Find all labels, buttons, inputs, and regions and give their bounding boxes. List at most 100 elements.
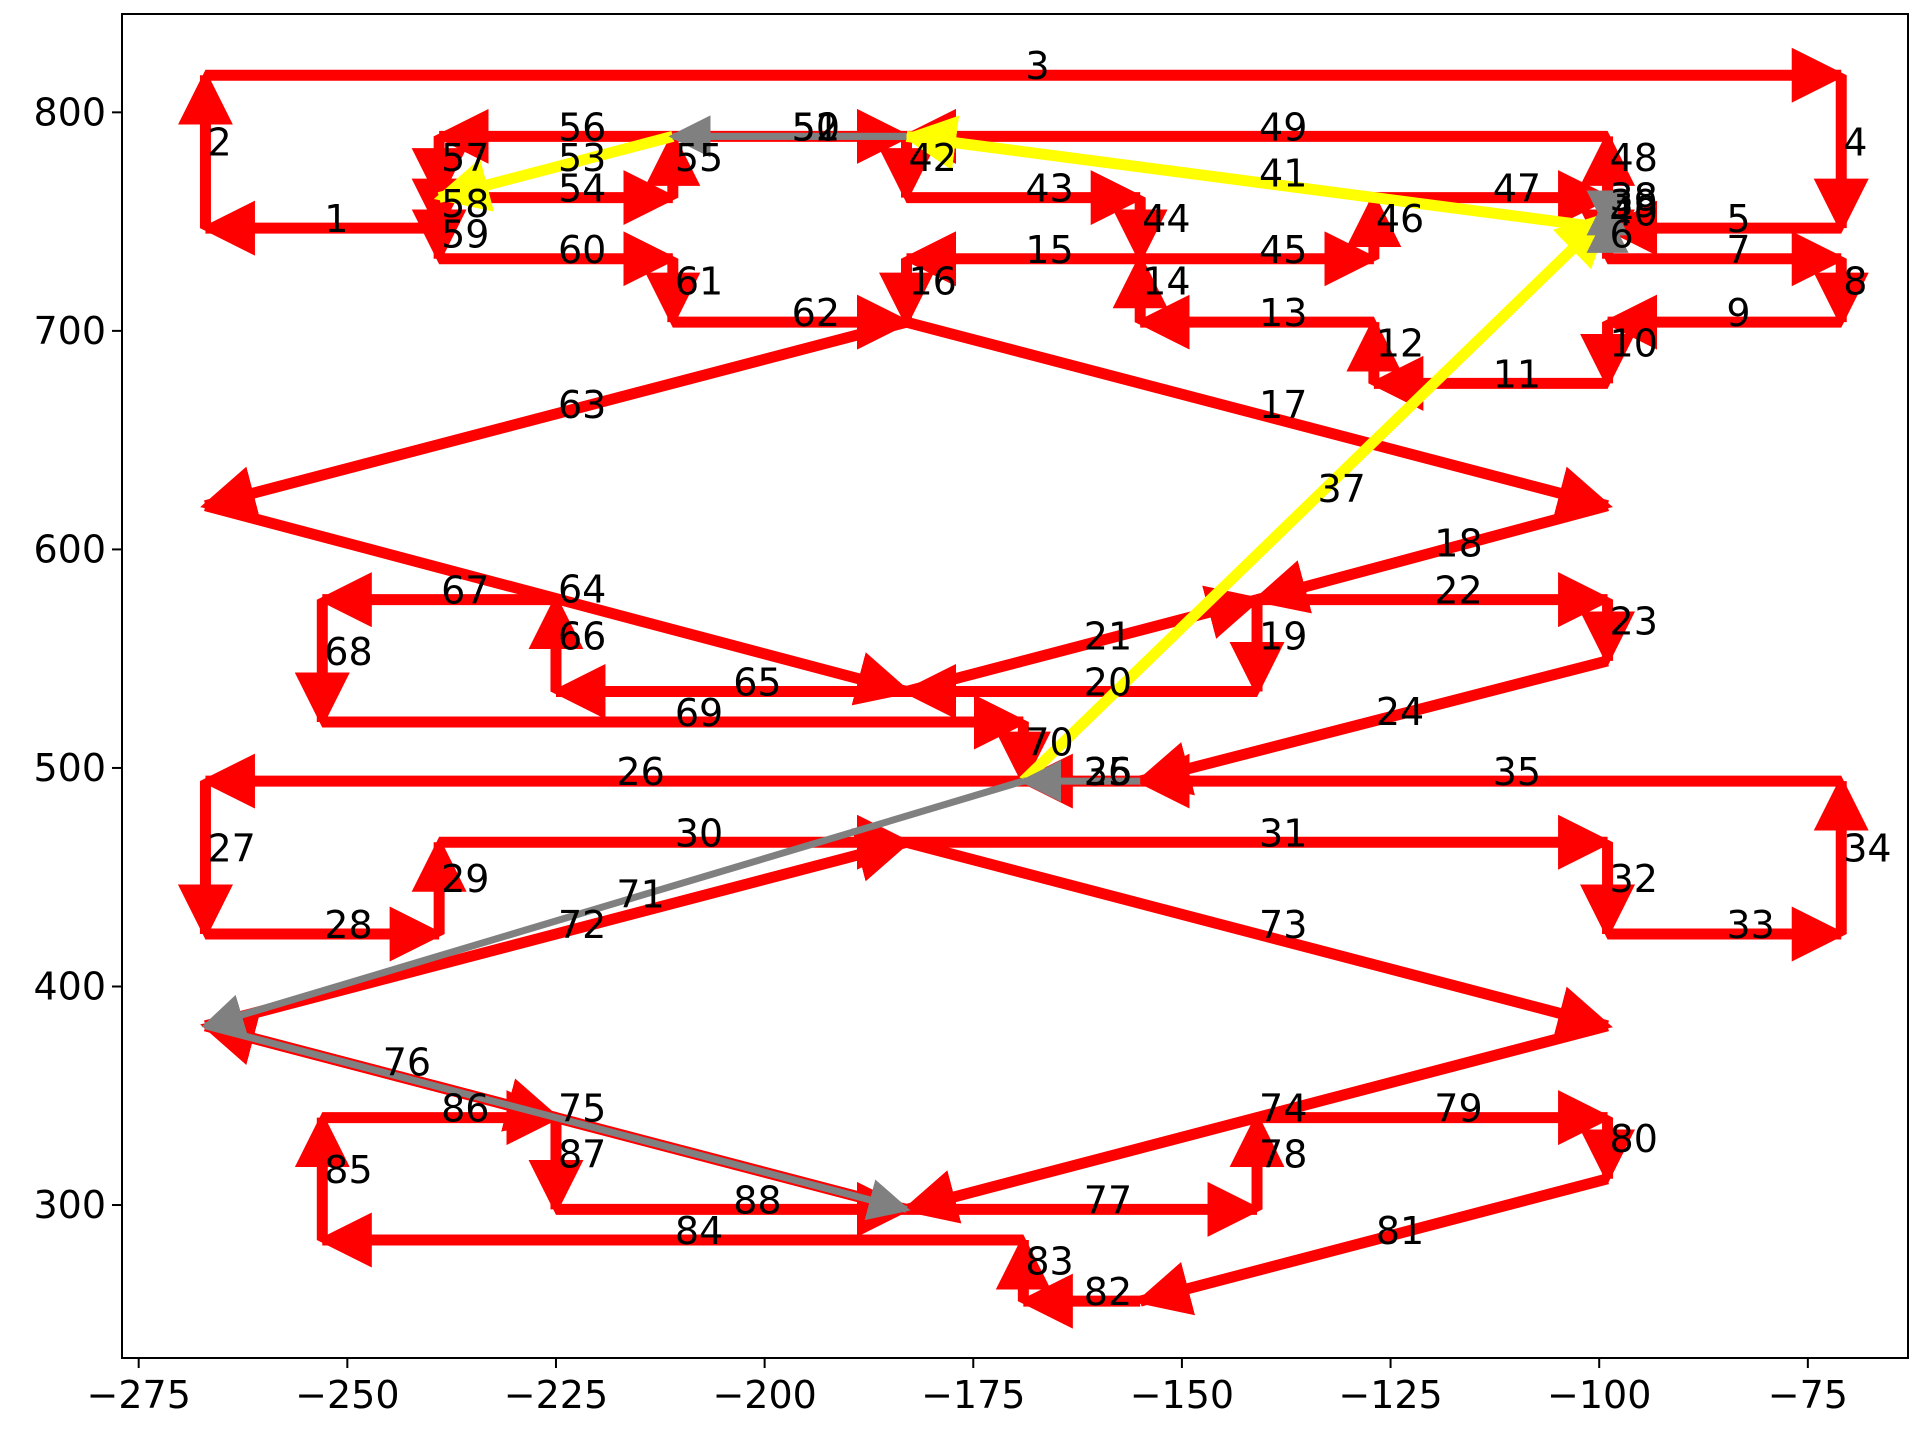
segment-label-45: 45 [1259,228,1307,272]
segment-label-41: 41 [1259,151,1307,195]
segment-label-59: 59 [441,212,489,256]
segment-label-15: 15 [1025,228,1073,272]
segment-label-23: 23 [1610,599,1658,643]
segment-label-5: 5 [1726,197,1750,241]
segment-label-61: 61 [675,259,723,303]
segment-label-65: 65 [733,660,781,704]
segments-layer [177,47,1869,1329]
x-tick-label: −200 [712,1373,816,1417]
segment-label-48: 48 [1610,136,1658,180]
segment-arrow-73 [905,836,1613,1040]
segment-label-69: 69 [675,691,723,735]
segment-label-39: 39 [1610,182,1658,226]
segment-label-87: 87 [558,1133,606,1177]
x-tick-label: −150 [1130,1373,1234,1417]
segment-label-4: 4 [1843,121,1867,165]
segment-label-70: 70 [1025,721,1073,765]
segment-arrow-24 [1134,655,1609,796]
segment-label-3: 3 [1025,44,1049,88]
segment-arrow-53 [433,131,675,212]
segment-arrow-41 [901,115,1609,234]
segment-label-22: 22 [1434,569,1482,613]
segment-label-73: 73 [1259,903,1307,947]
segment-label-44: 44 [1142,197,1190,241]
segment-label-19: 19 [1259,615,1307,659]
segment-label-43: 43 [1025,167,1073,211]
y-tick-label: 400 [33,964,106,1008]
segment-label-47: 47 [1493,167,1541,211]
x-tick-label: −225 [504,1373,608,1417]
segment-label-25: 25 [1084,750,1132,794]
segment-label-13: 13 [1259,291,1307,335]
x-tick-label: −175 [921,1373,1025,1417]
segment-label-82: 82 [1084,1270,1132,1314]
segment-label-32: 32 [1610,857,1658,901]
segment-label-2: 2 [207,121,231,165]
segment-arrow-63 [200,316,908,520]
segment-label-24: 24 [1376,690,1424,734]
segment-label-1: 1 [324,197,348,241]
segment-label-40: 40 [1610,191,1658,235]
segment-label-7: 7 [1726,228,1750,272]
segment-arrow-37 [1019,211,1612,786]
segment-label-67: 67 [441,569,489,613]
segment-label-79: 79 [1434,1087,1482,1131]
segment-label-30: 30 [675,811,723,855]
segment-label-31: 31 [1259,811,1307,855]
segment-label-60: 60 [558,228,606,272]
segment-label-16: 16 [909,259,957,303]
segment-label-10: 10 [1610,322,1658,366]
segment-label-71: 71 [616,872,664,916]
segment-label-36: 36 [1084,750,1132,794]
segment-label-9: 9 [1726,291,1750,335]
segment-label-12: 12 [1376,322,1424,366]
segment-label-55: 55 [675,136,723,180]
segment-label-46: 46 [1376,197,1424,241]
segment-label-14: 14 [1142,259,1190,303]
x-tick-label: −100 [1547,1373,1651,1417]
x-tick-label: −275 [87,1373,191,1417]
segment-arrow-extra-88 [204,1022,911,1221]
segment-label-49: 49 [1259,105,1307,149]
segment-label-88: 88 [733,1178,781,1222]
segment-arrow-72 [204,828,912,1032]
segment-label-6: 6 [1610,212,1634,256]
segment-arrow-17 [905,316,1613,520]
segment-label-58: 58 [441,182,489,226]
segment-label-72: 72 [558,903,606,947]
segment-label-64: 64 [558,568,606,612]
segment-label-28: 28 [324,903,372,947]
segment-label-63: 63 [558,383,606,427]
segment-label-42: 42 [909,136,957,180]
segment-label-74: 74 [1259,1087,1307,1131]
segment-label-26: 26 [616,750,664,794]
segment-label-85: 85 [324,1148,372,1192]
segment-label-68: 68 [324,630,372,674]
segment-arrow-18 [1251,500,1609,614]
segment-label-80: 80 [1610,1117,1658,1161]
segment-label-29: 29 [441,857,489,901]
segment-label-20: 20 [1084,660,1132,704]
segment-label-53: 53 [558,136,606,180]
plot-frame [121,13,1909,1359]
segment-label-17: 17 [1259,383,1307,427]
y-tick-label: 500 [33,746,106,790]
segment-label-35: 35 [1493,750,1541,794]
segment-arrow-81 [1134,1173,1609,1316]
segment-label-34: 34 [1843,827,1891,871]
segment-label-38: 38 [1610,175,1658,219]
segment-label-11: 11 [1493,352,1541,396]
x-tick-label: −75 [1768,1373,1848,1417]
segment-label-54: 54 [558,167,606,211]
y-tick-label: 700 [33,309,106,353]
segment-label-77: 77 [1084,1178,1132,1222]
segment-label-37: 37 [1317,467,1365,511]
segment-label-62: 62 [792,291,840,335]
segment-label-76: 76 [383,1041,431,1085]
segment-label-33: 33 [1726,903,1774,947]
segment-arrow-21 [905,585,1263,697]
segment-label-21: 21 [1084,615,1132,659]
y-tick-label: 300 [33,1183,106,1227]
segment-label-78: 78 [1259,1133,1307,1177]
